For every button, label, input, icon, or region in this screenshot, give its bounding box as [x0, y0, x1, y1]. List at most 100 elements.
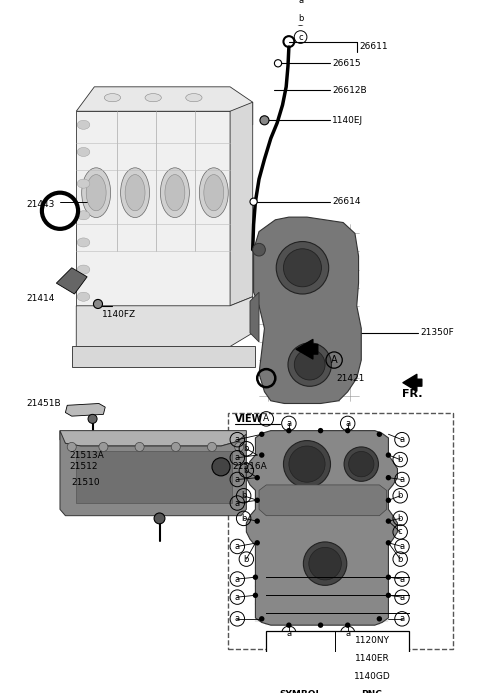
Text: 1140EJ: 1140EJ — [332, 116, 363, 125]
Circle shape — [386, 498, 391, 503]
Ellipse shape — [284, 441, 331, 488]
Circle shape — [259, 616, 264, 622]
Circle shape — [171, 442, 180, 451]
Text: 21516A: 21516A — [232, 462, 266, 471]
Text: 26612B: 26612B — [332, 86, 367, 95]
Text: a: a — [287, 629, 291, 638]
Text: 1140GD: 1140GD — [354, 672, 390, 681]
Circle shape — [88, 414, 97, 423]
Circle shape — [386, 475, 391, 480]
Circle shape — [386, 453, 391, 458]
FancyBboxPatch shape — [228, 412, 453, 649]
Circle shape — [252, 593, 258, 598]
Circle shape — [254, 498, 260, 503]
Ellipse shape — [125, 175, 145, 211]
Text: a: a — [235, 475, 240, 484]
Text: 1120NY: 1120NY — [355, 636, 390, 645]
Circle shape — [207, 442, 216, 451]
Ellipse shape — [77, 238, 90, 247]
Ellipse shape — [204, 175, 224, 211]
FancyArrowPatch shape — [296, 340, 318, 359]
Ellipse shape — [82, 168, 111, 218]
Text: a: a — [399, 574, 405, 584]
Polygon shape — [65, 403, 105, 416]
Text: A: A — [263, 414, 269, 423]
Circle shape — [260, 116, 269, 125]
Circle shape — [254, 475, 260, 480]
Text: 21451B: 21451B — [26, 399, 61, 408]
Text: a: a — [235, 498, 240, 507]
Polygon shape — [250, 292, 259, 342]
Text: b: b — [241, 491, 246, 500]
Circle shape — [386, 518, 391, 524]
Ellipse shape — [294, 349, 325, 380]
Polygon shape — [246, 430, 397, 625]
Text: a: a — [235, 614, 240, 623]
Text: 21350F: 21350F — [420, 328, 454, 337]
Ellipse shape — [276, 242, 329, 294]
Text: a: a — [235, 574, 240, 584]
Text: 21421: 21421 — [337, 374, 365, 383]
Ellipse shape — [289, 446, 325, 482]
Circle shape — [254, 540, 260, 545]
Text: a: a — [345, 629, 350, 638]
Text: a: a — [399, 593, 405, 602]
Text: b: b — [244, 466, 249, 475]
Ellipse shape — [120, 168, 150, 218]
Circle shape — [318, 428, 323, 433]
Ellipse shape — [284, 249, 322, 287]
Text: SYMBOL: SYMBOL — [279, 690, 322, 693]
Text: a: a — [399, 475, 405, 484]
Circle shape — [235, 442, 244, 451]
Text: 21512: 21512 — [69, 462, 97, 471]
Text: a: a — [235, 542, 240, 551]
Ellipse shape — [77, 292, 90, 301]
Ellipse shape — [104, 94, 120, 102]
Bar — [266, 631, 409, 693]
Ellipse shape — [303, 542, 347, 586]
Circle shape — [345, 622, 350, 628]
Polygon shape — [72, 346, 255, 367]
Text: b: b — [244, 554, 249, 563]
Text: a: a — [399, 435, 405, 444]
Circle shape — [377, 432, 382, 437]
Text: a: a — [287, 419, 291, 428]
Polygon shape — [76, 112, 230, 306]
Text: a: a — [235, 593, 240, 602]
Text: 1140ER: 1140ER — [355, 654, 389, 663]
FancyArrowPatch shape — [403, 374, 422, 391]
Ellipse shape — [199, 168, 228, 218]
Circle shape — [259, 432, 264, 437]
Ellipse shape — [86, 175, 106, 211]
Circle shape — [67, 442, 76, 451]
Text: b: b — [241, 514, 246, 523]
Text: A: A — [331, 355, 337, 365]
Circle shape — [259, 453, 264, 458]
Ellipse shape — [77, 179, 90, 188]
Circle shape — [99, 442, 108, 451]
Ellipse shape — [288, 343, 331, 386]
Text: 21513A: 21513A — [69, 450, 104, 459]
Ellipse shape — [160, 168, 190, 218]
Text: PNC: PNC — [361, 690, 383, 693]
Polygon shape — [76, 297, 252, 346]
Text: b: b — [397, 554, 403, 563]
Ellipse shape — [145, 94, 161, 102]
Polygon shape — [253, 217, 361, 403]
Circle shape — [286, 622, 292, 628]
Circle shape — [212, 458, 230, 476]
Circle shape — [252, 574, 258, 580]
Circle shape — [318, 622, 323, 628]
Ellipse shape — [77, 265, 90, 274]
Text: 21414: 21414 — [26, 294, 55, 303]
Text: 26615: 26615 — [332, 59, 361, 68]
Text: 26614: 26614 — [332, 198, 361, 207]
Text: b: b — [244, 444, 249, 453]
Polygon shape — [76, 450, 232, 503]
Text: b: b — [397, 491, 403, 500]
Text: b: b — [298, 15, 303, 24]
Polygon shape — [76, 87, 252, 125]
Ellipse shape — [344, 447, 378, 482]
Text: VIEW: VIEW — [235, 414, 263, 424]
Polygon shape — [56, 267, 87, 294]
